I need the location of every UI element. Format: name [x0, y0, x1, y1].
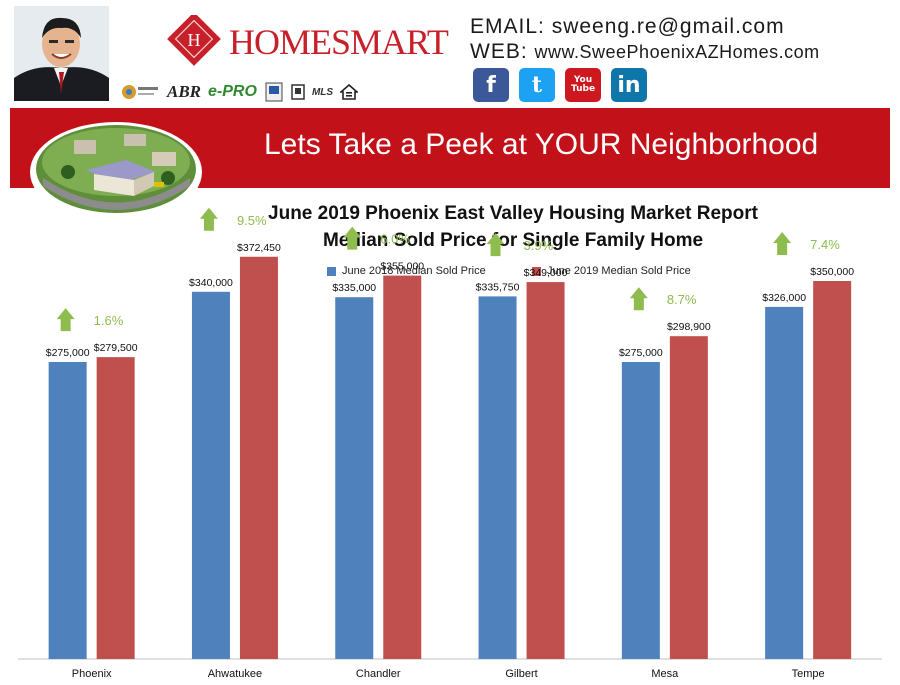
legend-item-2018: June 2018 Median Sold Price: [327, 265, 486, 277]
up-arrow-icon: [199, 207, 218, 231]
linkedin-icon[interactable]: in: [611, 68, 647, 102]
svg-text:H: H: [188, 30, 201, 50]
twitter-icon[interactable]: t: [519, 68, 555, 102]
bar-ahwatukee-2018: [191, 291, 230, 659]
website-link[interactable]: www.SweePhoenixAZHomes.com: [534, 42, 820, 62]
youtube-glyph: You Tube: [570, 75, 596, 94]
data-label-phoenix-2019: $279,500: [94, 342, 138, 354]
web-row: WEB: www.SweePhoenixAZHomes.com: [470, 39, 820, 65]
chart-subtitle: Median Sold Price for Single Family Home: [322, 230, 704, 251]
mls-logo-icon: [291, 84, 305, 100]
contact-info: EMAIL: sweeng.re@gmail.com WEB: www.Swee…: [470, 14, 820, 65]
legend-label-2018: June 2018 Median Sold Price: [342, 265, 486, 277]
bar-gilbert-2019: [526, 282, 565, 659]
data-label-mesa-2019: $298,900: [667, 321, 711, 333]
epro-badge: e-PRO: [208, 83, 257, 100]
change-label-phoenix: 1.6%: [94, 313, 124, 328]
legend-label-2019: June 2019 Median Sold Price: [547, 265, 691, 277]
realtor-badge-icon: [265, 82, 283, 102]
crs-badge-icon: [122, 85, 158, 99]
category-label-chandler: Chandler: [356, 668, 401, 680]
equal-housing-icon: [340, 84, 359, 100]
neighborhood-illustration: [28, 112, 208, 229]
bar-mesa-2019: [669, 336, 708, 659]
twitter-glyph: t: [531, 72, 543, 98]
bar-gilbert-2018: [478, 296, 517, 659]
youtube-icon[interactable]: You Tube: [565, 68, 601, 102]
bar-ahwatukee-2019: [239, 256, 278, 659]
abr-badge: ABR: [167, 82, 202, 101]
bar-phoenix-2019: [96, 357, 135, 659]
email-row: EMAIL: sweeng.re@gmail.com: [470, 14, 820, 39]
email-label: EMAIL:: [470, 15, 545, 38]
data-label-mesa-2018: $275,000: [619, 347, 663, 359]
bar-phoenix-2018: [48, 362, 87, 659]
category-label-mesa: Mesa: [651, 668, 679, 680]
certification-badges: ABR e-PRO MLS: [120, 80, 359, 104]
data-label-chandler-2018: $335,000: [332, 282, 376, 294]
legend-swatch-2019: [532, 266, 541, 276]
mls-badge: MLS: [311, 86, 334, 98]
up-arrow-icon: [343, 226, 362, 250]
chart-title-block: June 2019 Phoenix East Valley Housing Ma…: [0, 200, 900, 254]
bar-tempe-2019: [813, 281, 852, 659]
facebook-glyph: f: [486, 72, 496, 98]
brand-name: HOMESMART: [229, 22, 449, 62]
data-label-tempe-2018: $326,000: [762, 292, 806, 304]
email-address[interactable]: sweeng.re@gmail.com: [551, 15, 785, 38]
legend-item-2019: June 2019 Median Sold Price: [532, 265, 691, 277]
data-label-ahwatukee-2019: $372,450: [237, 242, 281, 254]
bar-chandler-2019: [383, 275, 422, 659]
change-label-gilbert: 3.9%: [524, 238, 554, 253]
bar-chandler-2018: [335, 297, 374, 659]
linkedin-glyph: in: [617, 72, 641, 98]
up-arrow-icon: [773, 232, 792, 255]
data-label-chandler-2019: $355,000: [380, 261, 424, 273]
data-label-ahwatukee-2018: $340,000: [189, 277, 233, 289]
data-label-gilbert-2019: $349,000: [524, 267, 568, 279]
up-arrow-icon: [486, 233, 505, 257]
up-arrow-icon: [56, 308, 75, 332]
agent-photo: [14, 6, 109, 101]
change-label-mesa: 8.7%: [667, 292, 697, 307]
category-label-gilbert: Gilbert: [505, 668, 537, 680]
change-label-chandler: 6.0%: [380, 232, 410, 247]
homesmart-logo: H: [165, 12, 365, 71]
legend-swatch-2018: [327, 266, 336, 276]
change-label-tempe: 7.4%: [810, 237, 840, 252]
category-label-tempe: Tempe: [792, 668, 825, 680]
up-arrow-icon: [629, 287, 648, 311]
social-links: f t You Tube in: [473, 68, 647, 102]
category-label-ahwatukee: Ahwatukee: [208, 668, 262, 680]
bar-tempe-2018: [765, 306, 804, 659]
category-label-phoenix: Phoenix: [72, 668, 112, 680]
bar-mesa-2018: [621, 362, 660, 659]
chart-title: June 2019 Phoenix East Valley Housing Ma…: [268, 203, 758, 224]
data-label-phoenix-2018: $275,000: [46, 347, 90, 359]
banner-text: Lets Take a Peek at YOUR Neighborhood: [264, 128, 819, 161]
data-label-tempe-2019: $350,000: [810, 266, 854, 278]
facebook-icon[interactable]: f: [473, 68, 509, 102]
web-label: WEB:: [470, 40, 528, 63]
data-label-gilbert-2018: $335,750: [476, 281, 520, 293]
change-label-ahwatukee: 9.5%: [237, 213, 267, 228]
